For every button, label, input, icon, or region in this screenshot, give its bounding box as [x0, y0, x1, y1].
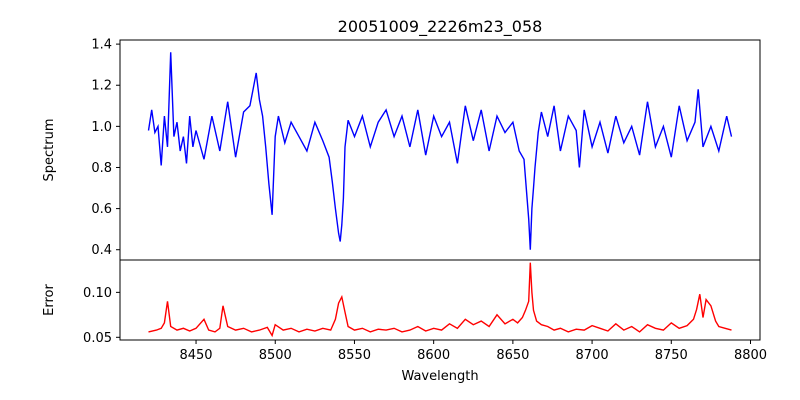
spectrum-ytick-label: 1.4: [91, 38, 112, 53]
error-ytick-label: 0.05: [83, 331, 112, 346]
x-tick-label: 8550: [338, 348, 371, 363]
error-series-line: [148, 262, 732, 338]
error-panel-frame: [119, 259, 761, 341]
error-y-axis: 0.05 0.10: [83, 286, 120, 346]
spectrum-series-line: [147, 52, 733, 250]
x-tick-label: 8650: [496, 348, 529, 363]
spectrum-ytick-label: 1.2: [91, 79, 112, 94]
x-axis-label: Wavelength: [401, 369, 478, 384]
x-tick-label: 8450: [179, 348, 212, 363]
spectrum-panel-frame: [119, 39, 761, 261]
spectrum-ytick-label: 1.0: [91, 120, 112, 135]
x-tick-label: 8800: [734, 348, 767, 363]
spectrum-ytick-label: 0.6: [91, 202, 112, 217]
error-ytick-label: 0.10: [83, 286, 112, 301]
spectrum-ytick-label: 0.4: [91, 243, 112, 258]
x-tick-label: 8750: [655, 348, 688, 363]
x-tick-label: 8500: [259, 348, 292, 363]
spectrum-ytick-label: 0.8: [91, 161, 112, 176]
chart-title: 20051009_2226m23_058: [338, 17, 543, 37]
x-axis: 8450 8500 8550 8600 8650 8700 8750 8800: [179, 340, 767, 363]
x-tick-label: 8700: [576, 348, 609, 363]
spectrum-ylabel: Spectrum: [42, 119, 57, 182]
spectrum-y-axis: 0.4 0.6 0.8 1.0 1.2 1.4: [91, 38, 120, 258]
error-ylabel: Error: [42, 284, 57, 316]
x-tick-label: 8600: [417, 348, 450, 363]
